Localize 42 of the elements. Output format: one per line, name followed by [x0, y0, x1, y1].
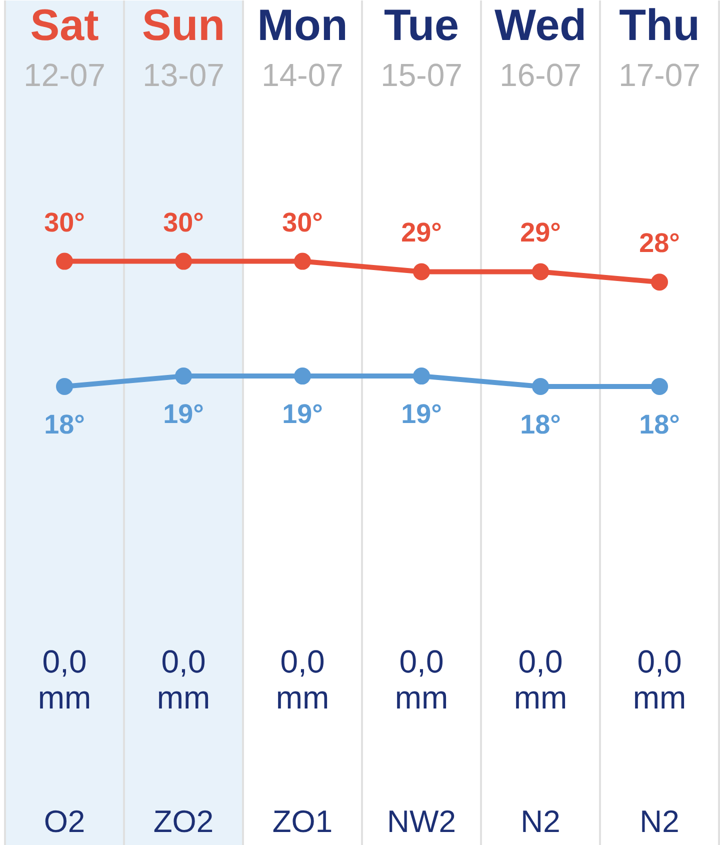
annotation: 0,0 mm [38, 644, 92, 716]
annotation: 0,0 mm [632, 644, 686, 716]
point [532, 378, 549, 395]
point [294, 252, 311, 270]
annotation: 0,0 mm [394, 644, 448, 716]
point [56, 252, 73, 270]
x-tick-label: Sat 12-07 [24, 1, 106, 93]
x-tick-label: Tue 15-07 [380, 1, 462, 93]
x-tick-label: Thu 17-07 [618, 1, 700, 93]
data-label: 30° [163, 207, 204, 238]
point [175, 368, 192, 385]
annotation: NW2 [387, 804, 456, 839]
annotation: 0,0 mm [156, 644, 210, 716]
x-tick-label: Sun 13-07 [142, 1, 226, 93]
x-tick-label: Mon 14-07 [257, 1, 348, 93]
annotation: N2 [520, 804, 560, 839]
point [175, 252, 192, 270]
annotation: N2 [640, 804, 680, 839]
point [413, 263, 430, 280]
annotation: ZO2 [153, 804, 214, 839]
point [413, 368, 430, 385]
data-label: 19° [401, 399, 442, 430]
data-label: 19° [282, 399, 323, 430]
x-tick-label: Wed 16-07 [494, 1, 587, 93]
data-label: 29° [401, 218, 442, 248]
data-label: 30° [44, 207, 85, 238]
data-label: 28° [639, 228, 680, 258]
data-label: 19° [163, 399, 204, 430]
annotation: O2 [44, 804, 86, 839]
data-label: 29° [520, 218, 561, 248]
annotation: 0,0 mm [514, 644, 568, 716]
point [532, 263, 549, 280]
point [56, 378, 73, 395]
data-label: 18° [520, 409, 561, 440]
data-label: 30° [282, 207, 323, 238]
point [294, 368, 311, 385]
point [651, 274, 668, 291]
point [651, 378, 668, 395]
annotation: ZO1 [272, 804, 333, 839]
data-label: 18° [44, 409, 85, 440]
data-label: 18° [639, 409, 680, 440]
annotation: 0,0 mm [276, 644, 330, 716]
